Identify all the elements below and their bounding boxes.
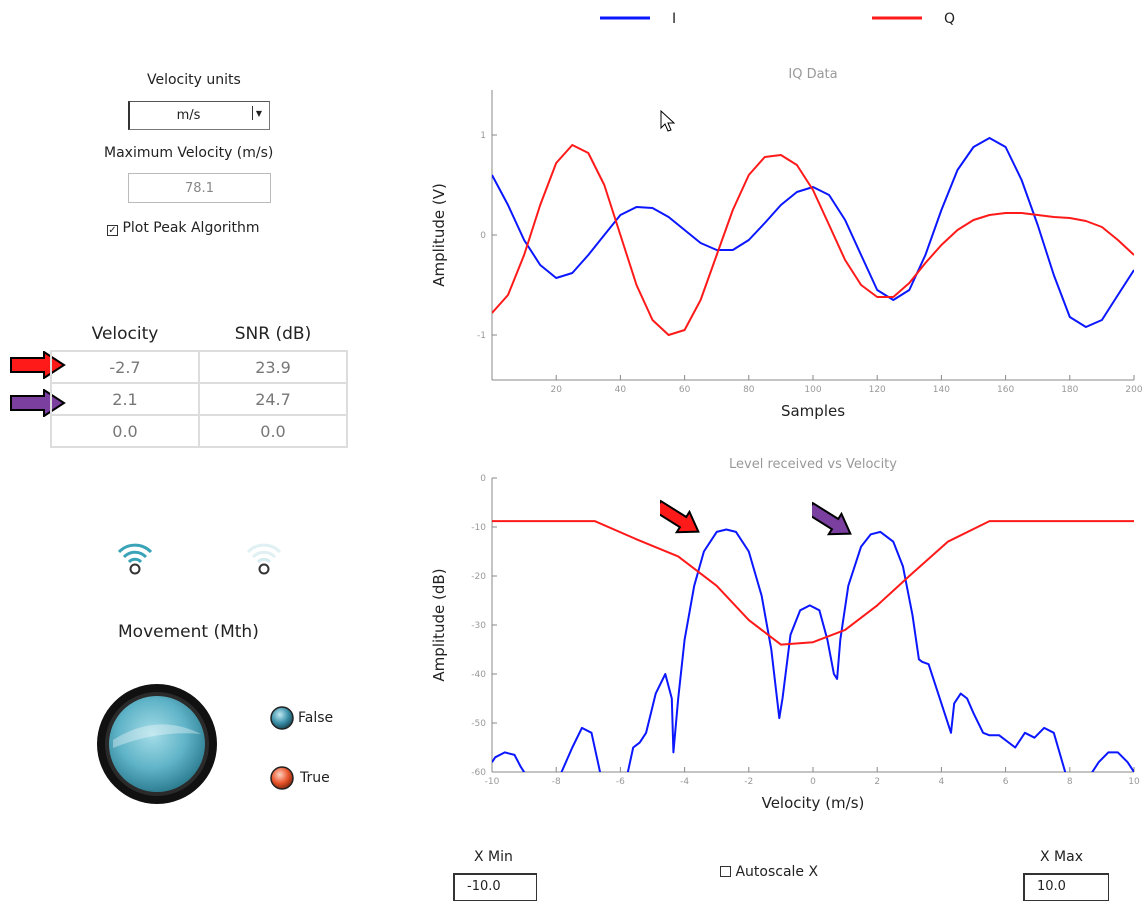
x-tick-label: 200 <box>1125 385 1142 395</box>
y-tick-label: -30 <box>471 621 486 631</box>
xmax-label: X Max <box>1040 849 1083 865</box>
snr-cell: 23.9 <box>198 350 348 384</box>
chevron-down-icon: ▼ <box>252 106 265 120</box>
autoscale-x-row[interactable]: Autoscale X <box>720 864 818 880</box>
max-velocity-label: Maximum Velocity (m/s) <box>104 145 274 161</box>
table-row: 2.1 24.7 <box>50 382 348 416</box>
series-line-i <box>492 137 1134 328</box>
xmin-label: X Min <box>474 849 513 865</box>
y-tick-label: -1 <box>477 331 486 341</box>
signal-inactive-icon <box>246 543 282 575</box>
series-line-threshold <box>492 520 1134 646</box>
autoscale-x-label: Autoscale X <box>735 864 819 880</box>
y-tick-label: 0 <box>480 474 486 484</box>
xmax-input[interactable]: 10.0 <box>1023 873 1109 901</box>
velocity-snr-table: Velocity SNR (dB) -2.7 23.9 2.1 24.7 0.0… <box>50 318 348 448</box>
x-tick-label: 40 <box>615 385 627 395</box>
x-tick-label: 180 <box>1061 385 1078 395</box>
x-tick-label: 0 <box>810 777 816 787</box>
x-tick-label: 6 <box>1003 777 1009 787</box>
y-tick-label: -50 <box>471 719 486 729</box>
true-indicator-icon <box>270 766 294 790</box>
x-tick-label: 20 <box>550 385 562 395</box>
velocity-units-label: Velocity units <box>147 72 241 88</box>
plot-peak-label: Plot Peak Algorithm <box>122 220 260 236</box>
chart-title: IQ Data <box>788 67 837 82</box>
x-tick-label: -10 <box>485 777 500 787</box>
plot-peak-checkbox[interactable]: ✓ <box>107 225 118 236</box>
xmin-input[interactable]: -10.0 <box>453 873 537 901</box>
x-tick-label: -6 <box>616 777 625 787</box>
y-tick-label: -10 <box>471 523 486 533</box>
x-tick-label: 4 <box>939 777 945 787</box>
plot-peak-checkbox-row[interactable]: ✓ Plot Peak Algorithm <box>107 220 260 236</box>
x-tick-label: 80 <box>743 385 755 395</box>
velocity-cell: 0.0 <box>50 414 200 448</box>
x-tick-label: -2 <box>744 777 753 787</box>
signal-active-icon <box>117 543 153 575</box>
false-indicator-label: False <box>298 710 334 726</box>
false-indicator-icon <box>270 706 294 730</box>
y-tick-label: -20 <box>471 572 486 582</box>
iq-data-chart: IQ Data 20 40 60 80 100 120 140 160 180 200 -1 0 1 Sam… <box>430 67 1143 420</box>
y-axis-label: Amplitude (dB) <box>430 568 448 681</box>
x-tick-label: 160 <box>997 385 1014 395</box>
legend-i-label: I <box>672 11 676 27</box>
y-tick-label: -40 <box>471 670 486 680</box>
table-row: 0.0 0.0 <box>50 414 348 448</box>
snr-cell: 24.7 <box>198 382 348 416</box>
max-velocity-field[interactable]: 78.1 <box>128 173 271 203</box>
y-tick-label: 1 <box>480 131 486 141</box>
series-line-q <box>492 144 1134 336</box>
y-axis-label: Amplitude (V) <box>430 183 448 287</box>
velocity-units-select[interactable]: m/s ▼ <box>128 101 270 130</box>
velocity-cell: 2.1 <box>50 382 200 416</box>
x-tick-label: 140 <box>933 385 950 395</box>
level-vs-velocity-chart: Level received vs Velocity-10 -8 -6 -4 -2 0 2 4… <box>430 457 1140 812</box>
y-tick-label: -60 <box>471 768 486 778</box>
table-row: -2.7 23.9 <box>50 350 348 384</box>
red-peak-arrow-icon <box>660 499 700 534</box>
true-indicator-label: True <box>300 770 330 786</box>
legend-q-label: Q <box>944 11 955 27</box>
purple-peak-arrow-icon <box>812 501 852 536</box>
velocity-cell: -2.7 <box>50 350 200 384</box>
y-tick-label: 0 <box>480 231 486 241</box>
snr-header: SNR (dB) <box>234 324 312 344</box>
x-tick-label: 100 <box>804 385 821 395</box>
x-tick-label: 60 <box>679 385 691 395</box>
chart-title: Level received vs Velocity <box>729 457 897 472</box>
mouse-cursor-icon <box>660 110 676 132</box>
x-tick-label: 2 <box>874 777 880 787</box>
autoscale-x-checkbox[interactable] <box>720 866 731 877</box>
x-tick-label: 120 <box>869 385 886 395</box>
snr-cell: 0.0 <box>198 414 348 448</box>
x-axis-label: Samples <box>781 402 845 420</box>
x-tick-label: -4 <box>680 777 689 787</box>
series-line-spectrum <box>492 528 1134 772</box>
movement-label: Movement (Mth) <box>118 622 259 642</box>
x-tick-label: -8 <box>552 777 561 787</box>
x-tick-label: 10 <box>1128 777 1140 787</box>
velocity-header: Velocity <box>91 324 159 344</box>
movement-knob <box>97 684 217 804</box>
x-axis-label: Velocity (m/s) <box>762 794 865 812</box>
velocity-units-value: m/s <box>176 108 201 123</box>
x-tick-label: 8 <box>1067 777 1073 787</box>
legend: I Q <box>600 11 955 27</box>
